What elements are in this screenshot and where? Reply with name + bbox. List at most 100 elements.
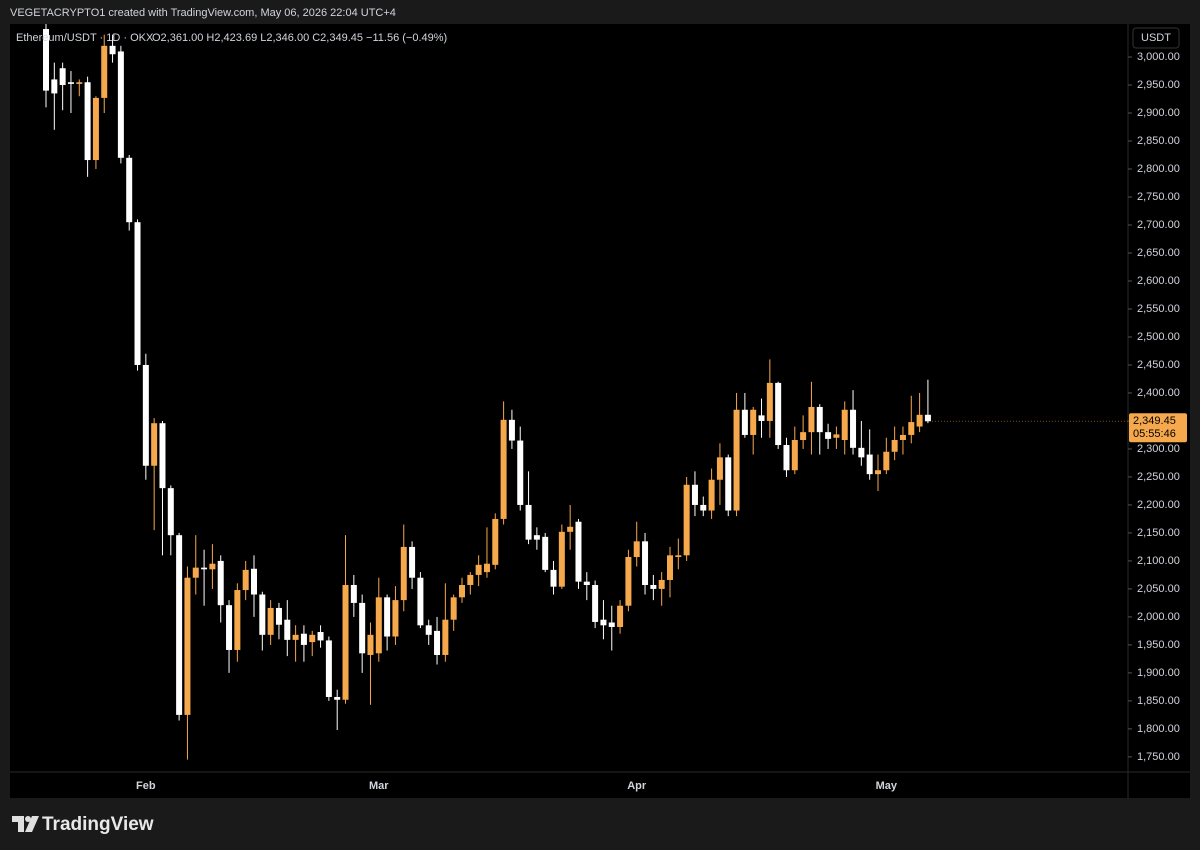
candle-body (825, 432, 832, 439)
x-tick-label: Feb (136, 780, 156, 792)
candle-body (741, 409, 748, 435)
x-tick-label: May (876, 780, 898, 792)
candle-body (167, 488, 174, 536)
candle-body (866, 454, 873, 475)
candle-body (841, 409, 848, 440)
candle-body (201, 567, 208, 570)
candle-body (176, 535, 183, 715)
candle-body (342, 585, 349, 700)
candle-body (259, 594, 266, 635)
y-tick-label: 1,750.00 (1137, 751, 1180, 763)
candle-body (716, 457, 723, 480)
candle-body (59, 68, 66, 86)
candle-body (76, 82, 83, 84)
candle-body (567, 526, 574, 532)
y-tick-label: 2,450.00 (1137, 359, 1180, 371)
candle-body (367, 634, 374, 655)
candle-body (142, 364, 149, 466)
symbol: Ethereum/USDT · 1D · OKX (16, 32, 154, 44)
y-tick-label: 2,700.00 (1137, 219, 1180, 231)
candle-body (450, 597, 457, 620)
y-tick-label: 2,600.00 (1137, 275, 1180, 287)
candle-body (617, 605, 624, 627)
candle-body (508, 419, 515, 441)
logo (12, 816, 39, 832)
y-tick-label: 1,950.00 (1137, 639, 1180, 651)
candle-body (117, 51, 124, 158)
y-tick-label: 2,150.00 (1137, 527, 1180, 539)
candle-body (400, 546, 407, 601)
candle-body (625, 557, 632, 606)
candle-body (234, 590, 241, 650)
candle-body (517, 440, 524, 505)
y-tick-label: 3,000.00 (1137, 51, 1180, 63)
candle-body (325, 640, 332, 697)
candle-body (750, 409, 757, 435)
candle-body (209, 563, 216, 570)
candle-body (242, 569, 249, 591)
x-tick-label: Apr (627, 780, 647, 792)
candle-body (84, 82, 91, 161)
candle-body (542, 536, 549, 570)
candle-body (43, 29, 49, 91)
candle-body (608, 622, 615, 627)
candle-body (691, 484, 698, 505)
candle-body (109, 45, 116, 55)
candle-body (808, 406, 815, 433)
candle-body (292, 634, 299, 640)
candle-body (650, 585, 657, 589)
candle-body (600, 619, 607, 626)
candle-body (642, 541, 649, 585)
candle-body (658, 579, 665, 589)
candle-body (417, 577, 424, 626)
candle-body (592, 585, 599, 622)
candle-body (151, 423, 158, 466)
x-tick-label: Mar (369, 780, 389, 792)
candle-body (434, 630, 441, 655)
brand: TradingView (42, 814, 154, 835)
candle-body (309, 634, 316, 643)
last-price-badge (1129, 413, 1187, 443)
candle-body (758, 415, 765, 421)
currency-box (1132, 27, 1180, 49)
y-tick-label: 2,950.00 (1137, 79, 1180, 91)
candle-body (442, 619, 449, 655)
candle-body (908, 422, 915, 435)
candle-body (134, 222, 141, 365)
candle-body (375, 597, 382, 654)
candle-body (525, 504, 532, 540)
candle-body (683, 484, 690, 556)
candle-body (725, 457, 732, 511)
candle-body (334, 696, 341, 700)
candle-body (159, 423, 166, 489)
candle-body (899, 434, 906, 440)
candle-body (192, 567, 199, 578)
y-tick-label: 2,550.00 (1137, 303, 1180, 315)
y-tick-label: 2,900.00 (1137, 107, 1180, 119)
candle-body (875, 470, 881, 475)
candle-body (251, 568, 257, 595)
candle-body (51, 79, 58, 94)
candle-body (550, 569, 557, 587)
candle-body (359, 602, 366, 654)
candle-body (92, 97, 99, 161)
candle-body (858, 447, 865, 458)
candle-body (816, 406, 823, 433)
candle-body (67, 82, 74, 84)
candle-body (800, 432, 807, 440)
candle-body (392, 600, 399, 637)
y-tick-label: 2,100.00 (1137, 555, 1180, 567)
candle-body (883, 451, 890, 471)
candle-body (791, 439, 798, 471)
countdown: 05:55:46 (1133, 428, 1176, 440)
candle-body (575, 521, 582, 582)
candle-body (633, 541, 640, 558)
candle-body (891, 439, 898, 452)
candle-body (483, 563, 490, 573)
candle-body (475, 564, 482, 575)
candle-body (284, 619, 291, 640)
y-tick-label: 1,900.00 (1137, 667, 1180, 679)
chart-panel (10, 24, 1190, 798)
y-tick-label: 2,050.00 (1137, 583, 1180, 595)
